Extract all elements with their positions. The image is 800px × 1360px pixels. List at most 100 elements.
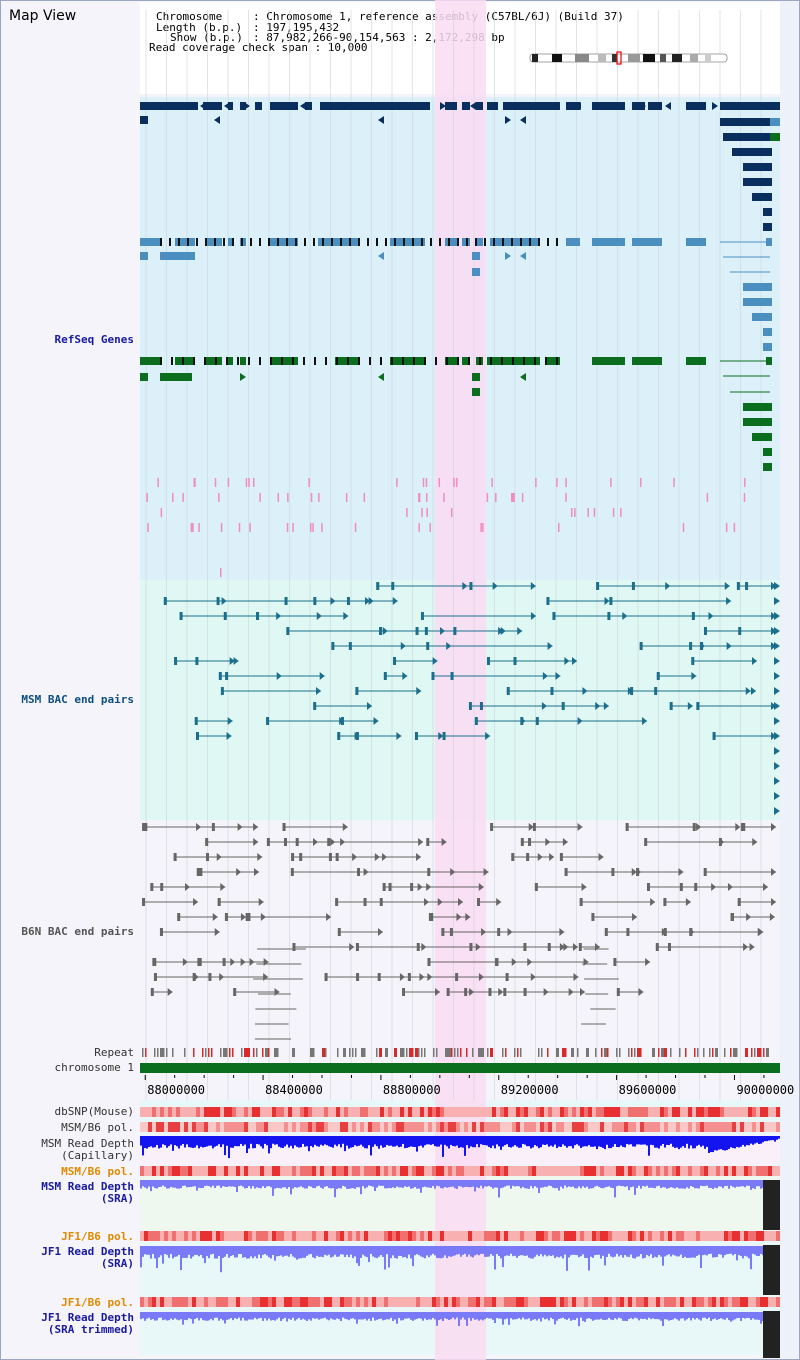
bac-end bbox=[446, 988, 450, 996]
heat-cell bbox=[328, 1122, 332, 1132]
heat-cell bbox=[288, 1297, 292, 1307]
depth-bar bbox=[746, 1246, 748, 1257]
depth-bar bbox=[400, 1180, 402, 1188]
heat-cell bbox=[664, 1297, 668, 1307]
heat-cell bbox=[208, 1122, 212, 1132]
heat-cell bbox=[680, 1107, 684, 1117]
depth-bar bbox=[422, 1312, 424, 1321]
depth-bar bbox=[622, 1180, 624, 1187]
heat-cell bbox=[636, 1122, 640, 1132]
depth-bar bbox=[566, 1136, 568, 1148]
depth-bar bbox=[244, 1136, 246, 1145]
depth-bar bbox=[310, 1312, 312, 1321]
heat-cell bbox=[144, 1107, 148, 1117]
track-label-repeat[interactable]: Repeat bbox=[94, 1046, 134, 1059]
gene-exon-marker bbox=[313, 238, 315, 246]
depth-bar bbox=[204, 1136, 206, 1148]
track-label-msm-bac[interactable]: MSM BAC end pairs bbox=[21, 693, 134, 706]
depth-bar bbox=[616, 1246, 618, 1254]
heat-cell bbox=[388, 1231, 392, 1241]
depth-bar bbox=[448, 1312, 450, 1321]
track-label-refseq-genes[interactable]: RefSeq Genes bbox=[54, 333, 134, 346]
bac-end bbox=[326, 913, 332, 921]
depth-bar bbox=[672, 1312, 674, 1320]
bac-end bbox=[266, 717, 270, 725]
track-label-jf1-depth-sra[interactable]: JF1 Read Depth bbox=[41, 1245, 134, 1258]
gene-exon-marker bbox=[270, 357, 272, 365]
heat-cell bbox=[604, 1107, 608, 1117]
snp-tick bbox=[287, 493, 289, 502]
track-label-jf1-depth-trimmed[interactable]: JF1 Read Depth bbox=[41, 1311, 134, 1324]
heat-cell bbox=[456, 1107, 460, 1117]
gene-exon bbox=[140, 357, 160, 365]
gene-exon-marker bbox=[259, 357, 261, 365]
track-label-jf1-b6-pol[interactable]: JF1/B6 pol. bbox=[61, 1230, 134, 1243]
track-label-msm-b6-pol[interactable]: MSM/B6 pol. bbox=[61, 1121, 134, 1134]
heat-cell bbox=[548, 1297, 552, 1307]
depth-bar bbox=[548, 1246, 550, 1256]
depth-bar bbox=[360, 1246, 362, 1258]
depth-bar bbox=[204, 1312, 206, 1321]
bac-end bbox=[534, 883, 538, 891]
heat-cell bbox=[324, 1231, 328, 1241]
depth-bar bbox=[738, 1312, 740, 1318]
depth-bar bbox=[630, 1136, 632, 1145]
depth-bar bbox=[240, 1312, 242, 1321]
bac-end bbox=[313, 597, 317, 605]
bac-end bbox=[432, 657, 438, 665]
bac-end bbox=[379, 627, 383, 635]
depth-bar bbox=[652, 1246, 654, 1258]
depth-bar bbox=[282, 1246, 284, 1257]
depth-bar bbox=[576, 1246, 578, 1256]
track-label-msm-b6-pol-2[interactable]: MSM/B6 pol. bbox=[61, 1165, 134, 1178]
track-label-msm-depth-sra[interactable]: MSM Read Depth bbox=[41, 1180, 134, 1193]
depth-bar bbox=[372, 1312, 374, 1318]
depth-bar bbox=[502, 1312, 504, 1325]
track-label-b6n-bac[interactable]: B6N BAC end pairs bbox=[21, 925, 134, 938]
track-label-jf1-b6-pol-2[interactable]: JF1/B6 pol. bbox=[61, 1296, 134, 1309]
depth-bar bbox=[404, 1312, 406, 1319]
track-label-msm-depth-capillary[interactable]: MSM Read Depth bbox=[41, 1137, 134, 1150]
depth-bar bbox=[664, 1180, 666, 1188]
heat-cell bbox=[576, 1107, 580, 1117]
depth-bar bbox=[446, 1246, 448, 1259]
variation-depth-tracks[interactable] bbox=[140, 1107, 780, 1327]
heat-cell bbox=[392, 1122, 396, 1132]
heat-cell bbox=[704, 1122, 708, 1132]
depth-bar bbox=[634, 1312, 636, 1318]
heat-cell bbox=[280, 1297, 284, 1307]
depth-bar bbox=[748, 1312, 750, 1318]
heat-cell bbox=[744, 1297, 748, 1307]
chromosome-ideogram[interactable] bbox=[529, 51, 728, 65]
gene-exon bbox=[472, 252, 480, 260]
track-label-dbsnp[interactable]: dbSNP(Mouse) bbox=[54, 1105, 134, 1118]
feature-tracks[interactable] bbox=[140, 102, 780, 1057]
depth-bar bbox=[344, 1246, 346, 1257]
depth-bar bbox=[246, 1180, 248, 1189]
heat-cell bbox=[200, 1122, 204, 1132]
highlight-region[interactable] bbox=[435, 0, 486, 1360]
depth-bar bbox=[670, 1136, 672, 1144]
gene-exon bbox=[743, 403, 772, 411]
gene-exon-marker bbox=[430, 238, 432, 246]
heat-cell bbox=[388, 1297, 392, 1307]
depth-bar bbox=[712, 1246, 714, 1258]
gene-exon-marker bbox=[241, 238, 243, 246]
snp-tick bbox=[318, 493, 320, 502]
depth-bar bbox=[682, 1180, 684, 1189]
depth-bar bbox=[580, 1136, 582, 1148]
gene-exon bbox=[752, 433, 772, 441]
depth-bar bbox=[676, 1246, 678, 1257]
depth-bar bbox=[224, 1136, 226, 1156]
heat-cell bbox=[700, 1107, 704, 1117]
depth-bar bbox=[662, 1312, 664, 1327]
depth-bar bbox=[562, 1180, 564, 1189]
depth-bar bbox=[430, 1246, 432, 1256]
heat-cell bbox=[308, 1231, 312, 1241]
depth-bar bbox=[694, 1136, 696, 1149]
snp-tick bbox=[733, 523, 736, 532]
depth-bar bbox=[344, 1312, 346, 1319]
depth-bar bbox=[700, 1312, 702, 1321]
heat-cell bbox=[676, 1122, 680, 1132]
